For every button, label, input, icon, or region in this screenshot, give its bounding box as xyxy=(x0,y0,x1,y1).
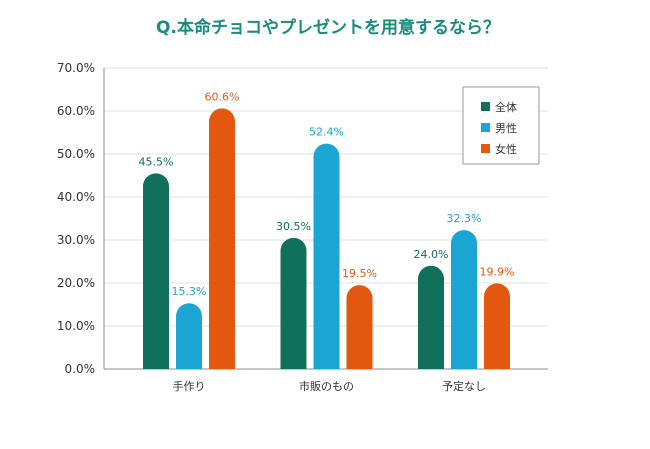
legend-label-2: 男性 xyxy=(495,121,517,135)
x-tick-label-3: 予定なし xyxy=(442,379,486,393)
data-label-series2-category1: 15.3% xyxy=(172,285,207,298)
y-tick-label: 40.0% xyxy=(57,190,95,204)
legend-swatch-2 xyxy=(481,123,490,132)
data-label-series3-category2: 19.5% xyxy=(342,267,377,280)
legend-swatch-3 xyxy=(481,144,490,153)
data-label-series2-category3: 32.3% xyxy=(447,212,482,225)
data-label-series1-category3: 24.0% xyxy=(414,248,449,261)
legend-box xyxy=(462,86,540,165)
y-tick-label: 50.0% xyxy=(57,147,95,161)
y-tick-label: 10.0% xyxy=(57,319,95,333)
x-tick-label-1: 手作り xyxy=(173,379,206,393)
bar-series1-category2 xyxy=(280,237,307,369)
legend-label-3: 女性 xyxy=(495,142,517,156)
y-tick-label: 60.0% xyxy=(57,104,95,118)
bars xyxy=(143,108,510,370)
y-tick-label: 20.0% xyxy=(57,276,95,290)
data-label-series1-category1: 45.5% xyxy=(139,155,174,168)
bar-series3-category1 xyxy=(209,108,235,370)
legend-label-1: 全体 xyxy=(495,100,517,114)
data-label-series1-category2: 30.5% xyxy=(276,220,311,233)
bar-series2-category2 xyxy=(313,143,340,369)
data-label-series3-category1: 60.6% xyxy=(205,90,240,103)
bar-series1-category3 xyxy=(418,265,444,369)
y-axis-tick-labels: 0.0% 10.0% 20.0% 30.0% 40.0% 50.0% 60.0% 70.0% xyxy=(57,61,95,376)
data-label-series2-category2: 52.4% xyxy=(309,126,344,139)
data-label-series3-category3: 19.9% xyxy=(480,265,515,278)
bar-series3-category3 xyxy=(484,283,510,369)
y-tick-label: 30.0% xyxy=(57,233,95,247)
bar-series1-category1 xyxy=(143,173,169,369)
bar-series2-category1 xyxy=(176,303,202,369)
y-tick-label: 0.0% xyxy=(65,362,96,376)
bar-series2-category3 xyxy=(451,230,477,369)
legend-swatch-1 xyxy=(481,102,490,111)
y-tick-label: 70.0% xyxy=(57,61,95,75)
chart-title: Q.本命チョコやプレゼントを用意するなら？ xyxy=(156,17,500,38)
bar-series3-category2 xyxy=(346,285,373,369)
x-axis-tick-labels: 手作り 市販のもの 予定なし xyxy=(173,379,487,393)
x-tick-label-2: 市販のもの xyxy=(299,379,354,393)
data-labels: 45.5% 15.3% 60.6% 30.5% 52.4% 19.5% 24.0% 32.3%… xyxy=(139,90,515,298)
